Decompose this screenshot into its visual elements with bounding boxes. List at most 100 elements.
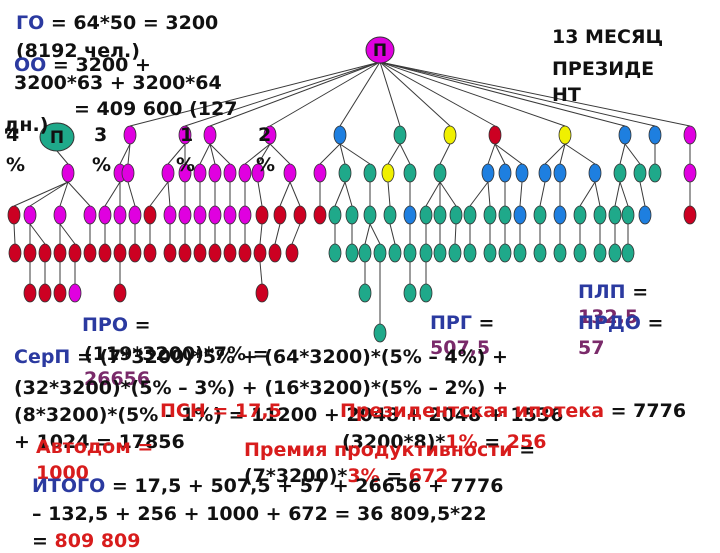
tree-node (573, 243, 587, 263)
tree-node (403, 243, 417, 263)
percent-0-value: 4 (6, 124, 20, 146)
tree-node (143, 243, 157, 263)
premia-eq2: = (379, 465, 409, 487)
prdo-label: ПРДО (578, 312, 641, 334)
tree-node (388, 243, 402, 263)
tree-node (683, 125, 697, 145)
ipoteka-line: Президентская ипотека = 7776 (340, 400, 686, 423)
tree-node (363, 205, 377, 225)
tree-node (573, 205, 587, 225)
psn-label: ПСН = 17,5 (160, 400, 282, 422)
month13-line-1: 13 МЕСЯЦ (552, 26, 664, 48)
serp-formula-1: = (7*3200)*5% + (64*3200)*(5% – 4%) + (70, 346, 508, 368)
tree-node (533, 205, 547, 225)
oo-line-2: 3200*63 + 3200*64 (14, 72, 222, 94)
tree-node (419, 283, 433, 303)
itogo-formula-1: = 17,5 + 507,5 + 57 + 26656 + 7776 (105, 475, 504, 497)
tree-node (608, 243, 622, 263)
pro-value: 26656 (84, 368, 151, 390)
tree-node (593, 205, 607, 225)
ipoteka-label: Президентская ипотека (340, 400, 605, 422)
tree-node (208, 205, 222, 225)
tree-node (463, 243, 477, 263)
oo-line-1: ОО = 3200 + (14, 54, 151, 77)
tree-node (238, 163, 252, 183)
ipoteka-equals: = (477, 431, 507, 453)
percent-0-unit: % (6, 154, 26, 176)
tree-node (328, 205, 342, 225)
tree-node (255, 205, 269, 225)
itogo-eq: = (32, 530, 55, 552)
tree-node (345, 243, 359, 263)
tree-node (238, 205, 252, 225)
tree-node (515, 163, 529, 183)
pro-line-1: ПРО = (82, 314, 151, 337)
tree-node (178, 125, 192, 145)
tree-node (121, 163, 135, 183)
tree-node (381, 163, 395, 183)
root-node: П (365, 36, 395, 64)
tree-node (648, 125, 662, 145)
tree-node (208, 163, 222, 183)
premia-formula: (7*3200)* (244, 465, 348, 487)
premia-line-1: Премия продуктивности = (244, 439, 535, 462)
tree-node (98, 205, 112, 225)
itogo-line-1: ИТОГО = 17,5 + 507,5 + 57 + 26656 + 7776 (32, 475, 503, 498)
tree-node (553, 243, 567, 263)
oo-equation: = 3200 + (46, 54, 151, 76)
tree-node (283, 163, 297, 183)
percent-3-unit: % (256, 154, 276, 176)
tree-node (403, 205, 417, 225)
plp-line-1: ПЛП = (578, 281, 648, 304)
tree-edges (13, 61, 691, 325)
left-badge-node: П (39, 122, 75, 152)
percent-1-unit: % (92, 154, 112, 176)
tree-node (338, 163, 352, 183)
prg-value: 507,5 (430, 337, 491, 359)
itogo-line-2: – 132,5 + 256 + 1000 + 672 = 36 809,5*22 (32, 503, 487, 525)
tree-node (373, 243, 387, 263)
tree-node (393, 125, 407, 145)
tree-node (273, 205, 287, 225)
tree-node (8, 243, 22, 263)
plp-label: ПЛП (578, 281, 626, 303)
tree-node (268, 243, 282, 263)
premia-line-2: (7*3200)*3% = 672 (244, 465, 448, 488)
prdo-line-1: ПРДО = (578, 312, 663, 335)
tree-node (53, 283, 67, 303)
tree-node (7, 205, 21, 225)
tree-node (223, 243, 237, 263)
tree-node (533, 243, 547, 263)
tree-node (638, 205, 652, 225)
tree-node (613, 163, 627, 183)
go-label: ГО (16, 12, 45, 34)
oo-line-4: дн.) (4, 114, 49, 136)
tree-node (83, 243, 97, 263)
tree-node (255, 283, 269, 303)
premia-label: Премия продуктивности (244, 439, 513, 461)
tree-node (483, 243, 497, 263)
tree-node (223, 205, 237, 225)
tree-node (128, 243, 142, 263)
tree-node (448, 243, 462, 263)
tree-node (463, 205, 477, 225)
tree-nodes (7, 125, 697, 343)
itogo-line-3: = 809 809 (32, 530, 140, 553)
tree-node (128, 205, 142, 225)
tree-node (513, 243, 527, 263)
tree-node (123, 125, 137, 145)
pro-equals: = (127, 314, 151, 336)
prg-label: ПРГ (430, 312, 472, 334)
plp-value: 132,5 (578, 306, 639, 328)
ipoteka-calc: (3200*8)*1% = 256 (342, 431, 546, 454)
tree-node (433, 205, 447, 225)
percent-1-value: 3 (94, 124, 108, 146)
tree-node (193, 243, 207, 263)
tree-node (481, 163, 495, 183)
tree-node (238, 243, 252, 263)
tree-node (538, 163, 552, 183)
tree-node (83, 205, 97, 225)
avtodom-label: Автодом = (36, 436, 154, 458)
tree-node (113, 283, 127, 303)
tree-node (113, 243, 127, 263)
